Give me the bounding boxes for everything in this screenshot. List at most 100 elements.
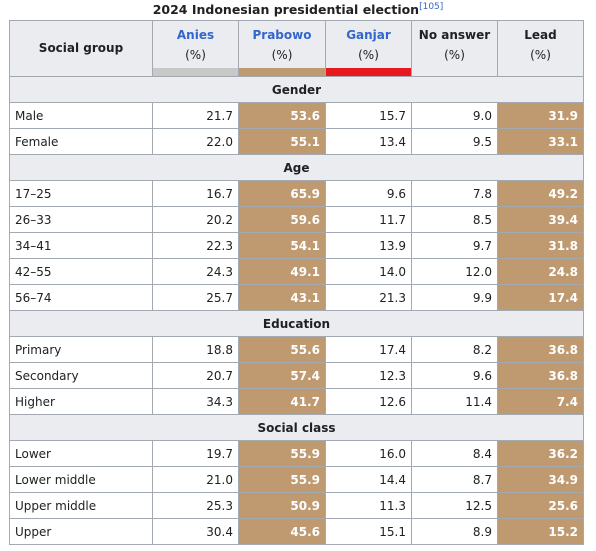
value-cell: 57.4: [238, 362, 326, 389]
data-row: Primary 18.8 55.6 17.4 8.2 36.8: [9, 336, 584, 363]
value-cell: 14.4: [325, 466, 412, 493]
data-row: Lower middle 21.0 55.9 14.4 8.7 34.9: [9, 466, 584, 493]
value-cell: 49.1: [238, 258, 326, 285]
value-cell: 12.5: [411, 492, 498, 519]
value-cell: 24.3: [152, 258, 239, 285]
data-row: Secondary 20.7 57.4 12.3 9.6 36.8: [9, 362, 584, 389]
data-row: 26–33 20.2 59.6 11.7 8.5 39.4: [9, 206, 584, 233]
value-cell: 11.3: [325, 492, 412, 519]
group-label: 34–41: [9, 232, 153, 259]
value-cell: 34.3: [152, 388, 239, 415]
value-cell: 31.9: [497, 102, 584, 129]
data-row: Upper middle 25.3 50.9 11.3 12.5 25.6: [9, 492, 584, 519]
value-cell: 7.8: [411, 180, 498, 207]
value-cell: 55.9: [238, 440, 326, 467]
value-cell: 25.3: [152, 492, 239, 519]
group-label: Higher: [9, 388, 153, 415]
reference[interactable]: [105]: [419, 2, 444, 12]
column-name[interactable]: Prabowo: [252, 28, 312, 42]
value-cell: 34.9: [497, 466, 584, 493]
value-cell: 55.1: [238, 128, 326, 155]
column-name[interactable]: Anies: [176, 28, 215, 42]
value-cell: 22.3: [152, 232, 239, 259]
group-label: Female: [9, 128, 153, 155]
candidate-color-bar: [153, 68, 238, 76]
caption: 2024 Indonesian presidential election[10…: [0, 2, 596, 17]
value-cell: 55.6: [238, 336, 326, 363]
group-label: 17–25: [9, 180, 153, 207]
value-cell: 15.1: [325, 518, 412, 545]
column-header: Social group: [9, 20, 153, 77]
column-name[interactable]: Ganjar: [346, 28, 391, 42]
table-body: Gender Male 21.7 53.6 15.7 9.0 31.9 Female 22.0 5…: [9, 76, 584, 545]
value-cell: 8.4: [411, 440, 498, 467]
group-label: Lower middle: [9, 466, 153, 493]
group-label: Male: [9, 102, 153, 129]
value-cell: 45.6: [238, 518, 326, 545]
column-header: Anies (%): [152, 20, 239, 77]
value-cell: 9.6: [411, 362, 498, 389]
value-cell: 21.3: [325, 284, 412, 311]
value-cell: 21.0: [152, 466, 239, 493]
value-cell: 8.5: [411, 206, 498, 233]
value-cell: 59.6: [238, 206, 326, 233]
value-cell: 13.4: [325, 128, 412, 155]
value-cell: 8.2: [411, 336, 498, 363]
value-cell: 18.8: [152, 336, 239, 363]
column-name: Lead: [524, 28, 557, 42]
section-row: Age: [9, 154, 584, 181]
data-row: Higher 34.3 41.7 12.6 11.4 7.4: [9, 388, 584, 415]
value-cell: 8.7: [411, 466, 498, 493]
value-cell: 17.4: [325, 336, 412, 363]
group-label: Secondary: [9, 362, 153, 389]
section-row: Education: [9, 310, 584, 337]
value-cell: 20.7: [152, 362, 239, 389]
data-row: 56–74 25.7 43.1 21.3 9.9 17.4: [9, 284, 584, 311]
value-cell: 14.0: [325, 258, 412, 285]
value-cell: 15.7: [325, 102, 412, 129]
value-cell: 36.2: [497, 440, 584, 467]
column-unit: (%): [271, 48, 293, 62]
column-unit: (%): [530, 48, 551, 62]
value-cell: 19.7: [152, 440, 239, 467]
value-cell: 36.8: [497, 362, 584, 389]
candidate-color-bar: [239, 68, 325, 76]
value-cell: 25.7: [152, 284, 239, 311]
value-cell: 22.0: [152, 128, 239, 155]
value-cell: 39.4: [497, 206, 584, 233]
data-row: 34–41 22.3 54.1 13.9 9.7 31.8: [9, 232, 584, 259]
column-header: No answer (%): [411, 20, 498, 77]
value-cell: 17.4: [497, 284, 584, 311]
value-cell: 41.7: [238, 388, 326, 415]
value-cell: 16.7: [152, 180, 239, 207]
value-cell: 55.9: [238, 466, 326, 493]
value-cell: 53.6: [238, 102, 326, 129]
value-cell: 31.8: [497, 232, 584, 259]
value-cell: 50.9: [238, 492, 326, 519]
column-name: No answer: [418, 28, 491, 42]
value-cell: 13.9: [325, 232, 412, 259]
value-cell: 49.2: [497, 180, 584, 207]
group-label: 56–74: [9, 284, 153, 311]
header-row: Social group Anies (%) Prabowo (%) Ganjar (%) N…: [9, 20, 584, 77]
value-cell: 36.8: [497, 336, 584, 363]
column-unit: (%): [444, 48, 465, 62]
value-cell: 24.8: [497, 258, 584, 285]
value-cell: 9.6: [325, 180, 412, 207]
value-cell: 12.0: [411, 258, 498, 285]
section-title: Education: [9, 310, 584, 337]
section-title: Gender: [9, 76, 584, 103]
section-title: Social class: [9, 414, 584, 441]
results-table: Social group Anies (%) Prabowo (%) Ganjar (%) N…: [9, 20, 584, 545]
value-cell: 43.1: [238, 284, 326, 311]
value-cell: 12.3: [325, 362, 412, 389]
value-cell: 11.7: [325, 206, 412, 233]
value-cell: 9.9: [411, 284, 498, 311]
data-row: Upper 30.4 45.6 15.1 8.9 15.2: [9, 518, 584, 545]
group-label: Upper: [9, 518, 153, 545]
data-row: 42–55 24.3 49.1 14.0 12.0 24.8: [9, 258, 584, 285]
group-label: 26–33: [9, 206, 153, 233]
group-label: Lower: [9, 440, 153, 467]
value-cell: 20.2: [152, 206, 239, 233]
section-title: Age: [9, 154, 584, 181]
